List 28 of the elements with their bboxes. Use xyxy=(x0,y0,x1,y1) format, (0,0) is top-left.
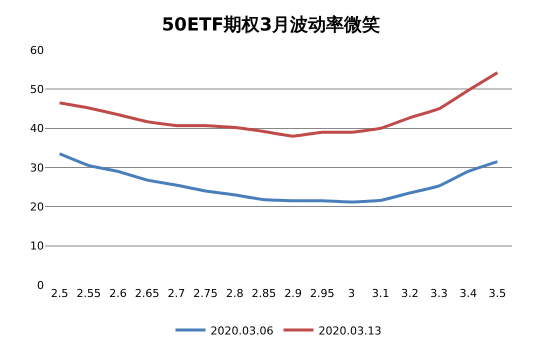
x-tick-label: 3.3 xyxy=(430,287,448,300)
x-tick-label: 2.85 xyxy=(252,287,276,300)
y-tick-label: 0 xyxy=(37,278,44,292)
x-tick-label: 3.4 xyxy=(459,287,477,300)
legend-label: 2020.03.13 xyxy=(318,324,382,338)
x-tick-label: 2.7 xyxy=(168,287,186,300)
x-tick-label: 2.65 xyxy=(134,287,160,300)
y-tick-label: 30 xyxy=(30,161,44,174)
x-tick-label: 2.5 xyxy=(50,287,68,300)
x-tick-label: 3.2 xyxy=(401,287,419,300)
x-tick-label: 2.9 xyxy=(284,287,302,300)
y-tick-label: 50 xyxy=(30,83,44,96)
x-tick-label: 2.6 xyxy=(109,287,127,300)
line-series xyxy=(58,71,499,138)
y-tick-label: 60 xyxy=(30,44,44,57)
line-series xyxy=(58,152,499,204)
y-tick-label: 40 xyxy=(30,122,44,136)
x-tick-label: 3 xyxy=(348,287,355,300)
x-tick-label: 2.75 xyxy=(193,287,218,300)
y-tick-label: 20 xyxy=(30,200,44,214)
legend-label: 2020.03.06 xyxy=(210,324,274,338)
x-tick-label: 3.5 xyxy=(488,287,506,300)
x-tick-label: 2.95 xyxy=(310,287,335,300)
x-tick-label: 2.55 xyxy=(76,287,102,300)
x-tick-label: 3.1 xyxy=(372,287,390,300)
y-tick-label: 10 xyxy=(30,240,44,253)
chart-title: 50ETF期权3月波动率微笑 xyxy=(162,14,380,36)
x-tick-label: 2.8 xyxy=(226,287,244,300)
